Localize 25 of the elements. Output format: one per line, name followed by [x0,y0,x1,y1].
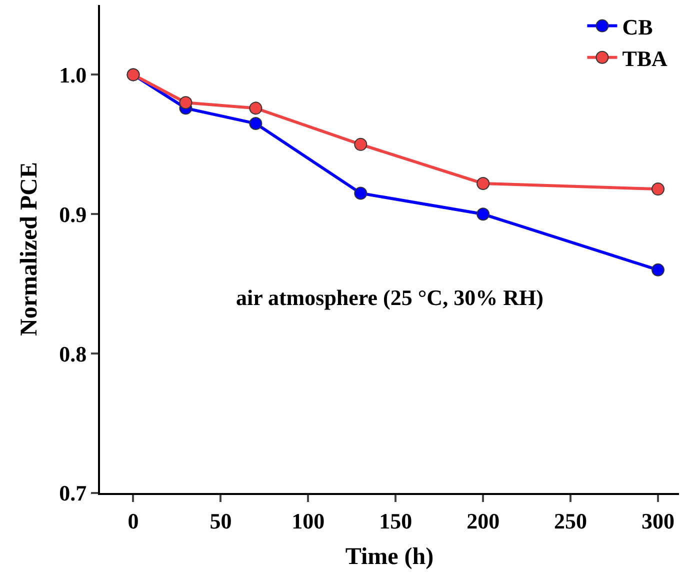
x-tick-label: 100 [292,508,325,534]
point [249,117,262,130]
y-tick-label: 1.0 [59,62,87,88]
point [179,96,192,110]
legend-label: CB [622,14,654,40]
x-tick-label: 300 [642,508,675,534]
point [249,102,262,115]
x-tick-label: 250 [554,508,588,534]
y-tick-label: 0.9 [59,202,87,227]
point [652,182,665,196]
x-axis-title: Time (h) [345,544,434,570]
annotation: air atmosphere (25 °C, 30% RH) [236,285,544,310]
y-tick-label: 0.8 [59,341,87,366]
y-axis-title: Normalized PCE [16,162,43,336]
point [476,208,490,221]
y-tick-label: 0.7 [59,480,87,506]
point [652,263,665,276]
x-tick-label: 50 [210,508,232,534]
x-tick-label: 150 [379,508,412,534]
x-tick-label: 0 [128,508,139,534]
point [354,186,368,200]
point [354,138,368,151]
point [476,176,490,190]
legend-label: TBA [622,46,668,71]
x-tick-label: 200 [466,508,500,534]
